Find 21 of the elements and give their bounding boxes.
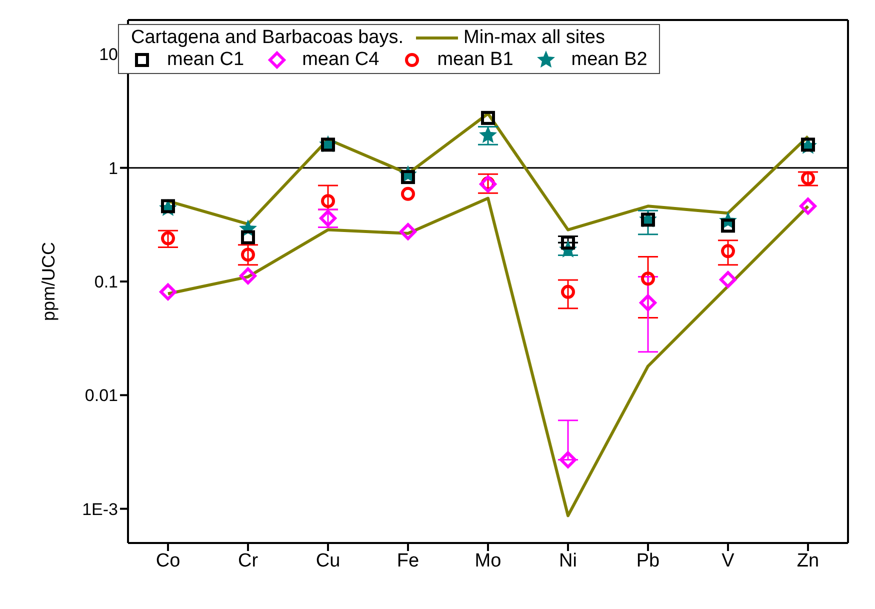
y-axis-title: ppm/UCC: [38, 242, 58, 322]
y-tick-label: 1E-3: [82, 500, 118, 519]
legend-label: mean B1: [437, 49, 514, 71]
legend-label: mean C1: [167, 49, 244, 71]
x-tick-label: Cr: [238, 550, 259, 572]
x-tick-label: Co: [156, 550, 180, 572]
legend-label: Min-max all sites: [464, 27, 605, 49]
x-tick-label: Fe: [396, 550, 420, 572]
y-tick-label: 10: [99, 45, 118, 64]
y-tick-label: 0.1: [94, 272, 118, 292]
x-tick-label: Mo: [474, 550, 502, 572]
x-tick-label: Zn: [796, 550, 820, 572]
x-tick-label: Pb: [636, 550, 660, 572]
legend-label: mean C4: [302, 49, 380, 71]
x-tick-label: Ni: [559, 550, 577, 572]
x-tick-label: V: [722, 550, 735, 572]
y-tick-label: 1: [108, 158, 118, 178]
x-tick-label: Cu: [316, 550, 340, 572]
legend-label: mean B2: [571, 49, 648, 71]
legend-title: Cartagena and Barbacoas bays.: [131, 27, 404, 49]
y-tick-label: 0.01: [84, 386, 118, 406]
